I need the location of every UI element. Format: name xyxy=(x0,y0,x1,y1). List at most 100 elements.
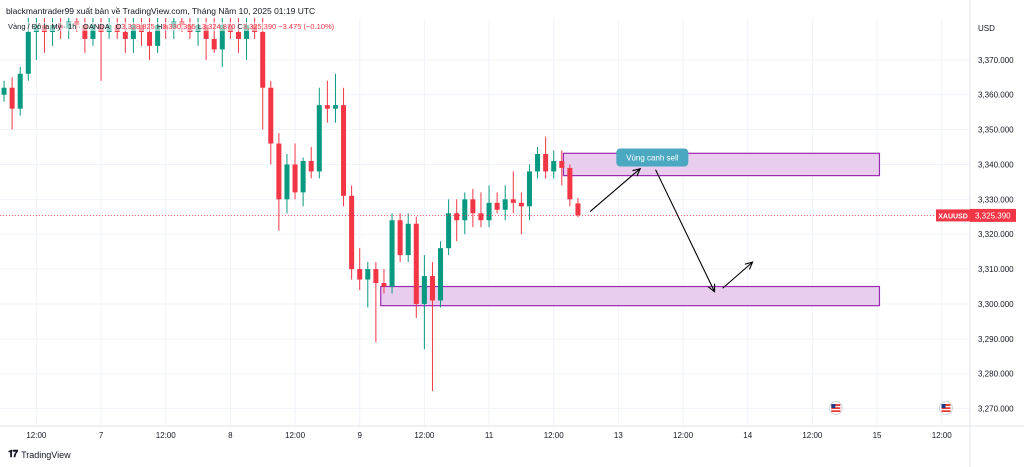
symbol-tag-box xyxy=(936,209,970,222)
candle-body xyxy=(82,24,88,39)
candle-body xyxy=(292,164,298,193)
candle-body xyxy=(502,199,508,210)
ohlc-legend: Vàng / Đô la Mỹ · 1h · OANDA O3,328.825 … xyxy=(8,22,335,31)
last-price-tag-box xyxy=(970,208,1016,222)
candle-body xyxy=(438,248,444,301)
candle-body xyxy=(486,202,492,221)
candle-body xyxy=(219,24,225,50)
y-tick-label: 3,360.000 xyxy=(978,91,1014,100)
us-flag-stripes xyxy=(831,404,841,413)
candle-body xyxy=(421,276,427,304)
x-tick-label: 12:00 xyxy=(285,431,306,440)
candle-body xyxy=(260,31,266,88)
projection-path-layer xyxy=(589,167,754,293)
overlay-layer: Vùng canh sell XAUUSD 3,325.390 xyxy=(0,148,1016,416)
symbol-tag-label: XAUUSD xyxy=(938,213,968,220)
candle xyxy=(446,199,452,256)
candle-body xyxy=(510,199,516,203)
candle xyxy=(454,199,460,242)
high-label: H xyxy=(156,22,163,31)
y-tick-label: 3,330.000 xyxy=(978,195,1014,204)
candle xyxy=(575,198,581,218)
change-value: −3.475 (−0.10%) xyxy=(278,22,335,31)
candle xyxy=(486,185,492,228)
candle-body xyxy=(518,202,524,207)
us-flag-stripe xyxy=(831,406,841,408)
close-label: C xyxy=(237,22,243,31)
y-tick-label: 3,280.000 xyxy=(978,370,1014,379)
candle-body xyxy=(526,171,532,207)
x-tick-label: 8 xyxy=(228,431,233,440)
candle-body xyxy=(413,223,419,304)
candle-body xyxy=(276,143,282,200)
grid-layer xyxy=(0,18,970,426)
candle-body xyxy=(559,160,565,168)
candle xyxy=(429,262,435,392)
candle-body xyxy=(203,24,209,39)
candle xyxy=(357,248,363,290)
candle-body xyxy=(25,31,31,74)
candle-body xyxy=(244,24,250,39)
candle xyxy=(518,192,524,235)
y-tick-label: 3,320.000 xyxy=(978,230,1014,239)
x-tick-label: 12:00 xyxy=(26,431,47,440)
x-tick-label: 12:00 xyxy=(802,431,823,440)
candle-body xyxy=(316,105,322,172)
candle xyxy=(381,269,387,294)
us-flag-canton xyxy=(941,404,946,409)
candle-layer xyxy=(1,18,581,392)
candle-body xyxy=(357,269,363,280)
projection-arrowhead xyxy=(707,283,716,293)
projection-line xyxy=(655,169,716,292)
candle xyxy=(316,87,322,179)
price-axis: USD 3,270.000 3,280.000 3,290.000 3,300.000 3… xyxy=(969,0,1014,467)
projection-line xyxy=(722,261,753,289)
candle-body xyxy=(397,220,403,256)
tradingview-wordmark: TradingView xyxy=(21,449,71,460)
candle-body xyxy=(155,24,161,46)
candle-body xyxy=(211,38,217,50)
candle xyxy=(324,80,330,123)
y-tick-label: 3,340.000 xyxy=(978,160,1014,169)
candle-body xyxy=(494,202,500,210)
candle-body xyxy=(235,31,241,39)
candle-body xyxy=(17,73,23,109)
high-value: 3,330.355 xyxy=(162,22,196,31)
candle-body xyxy=(284,164,290,200)
x-tick-label: 7 xyxy=(99,431,104,440)
us-flag-stripe xyxy=(941,406,951,408)
candle xyxy=(1,80,7,102)
us-flag-stripe xyxy=(941,409,951,411)
low-value: 3,324.870 xyxy=(201,22,236,31)
candle xyxy=(526,164,532,221)
candle-body xyxy=(1,87,7,95)
candle xyxy=(470,188,476,228)
candle xyxy=(478,192,484,228)
x-tick-label: 12:00 xyxy=(156,431,177,440)
candle-body xyxy=(478,213,484,221)
candle xyxy=(502,185,508,221)
x-tick-label: 14 xyxy=(743,431,752,440)
candle xyxy=(284,154,290,214)
candle xyxy=(365,262,371,308)
candle-body xyxy=(365,269,371,280)
buy-zone-rect xyxy=(380,285,881,307)
candle xyxy=(332,73,338,123)
candle-body xyxy=(308,160,314,172)
candle xyxy=(292,143,298,200)
candle xyxy=(389,213,395,294)
open-label: O xyxy=(115,22,122,31)
close-value: 3,325.390 xyxy=(242,22,277,31)
x-tick-label: 12:00 xyxy=(544,431,565,440)
candle-body xyxy=(9,87,15,109)
candle xyxy=(341,87,347,207)
candle xyxy=(462,192,468,235)
y-tick-label: 3,350.000 xyxy=(978,126,1014,135)
zone-layer xyxy=(380,152,881,307)
candle xyxy=(421,255,427,350)
us-flag-stripe xyxy=(831,409,841,411)
candle xyxy=(349,185,355,280)
candle xyxy=(559,150,565,186)
candle xyxy=(260,18,266,130)
